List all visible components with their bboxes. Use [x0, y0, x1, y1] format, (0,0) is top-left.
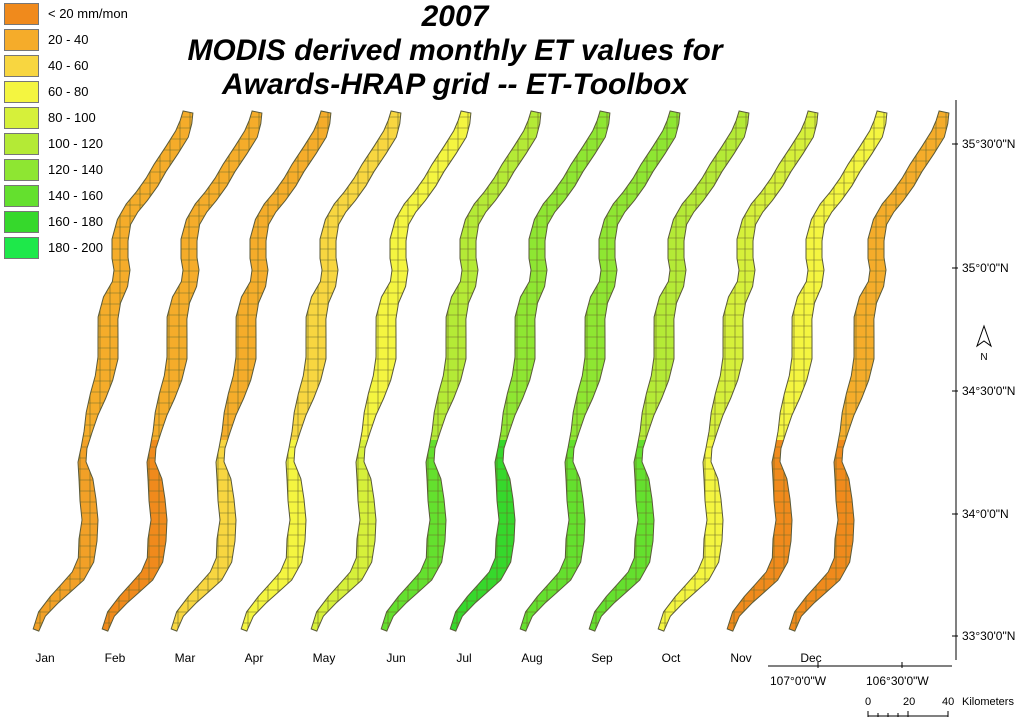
- corridor-fill: [789, 111, 949, 632]
- latitude-label: 34°30'0"N: [962, 384, 1016, 398]
- month-label-sep: Sep: [591, 651, 613, 665]
- corridor-fill: [727, 111, 887, 632]
- corridor-lower-reach: [727, 440, 804, 632]
- legend-label: 140 - 160: [48, 188, 103, 203]
- map-title-line-2: MODIS derived monthly ET values for: [187, 34, 723, 67]
- latitude-label: 33°30'0"N: [962, 629, 1016, 643]
- corridor-lower-reach: [589, 440, 666, 632]
- legend-swatch: [4, 185, 39, 207]
- month-label-aug: Aug: [521, 651, 543, 665]
- legend-label: 20 - 40: [48, 32, 89, 47]
- corridor-lower-reach: [381, 440, 458, 632]
- legend-swatch: [4, 29, 39, 51]
- legend-label: 160 - 180: [48, 214, 103, 229]
- legend-swatch: [4, 3, 39, 25]
- corridor-outline: [32, 110, 194, 632]
- month-label-jul: Jul: [456, 651, 472, 665]
- legend-label: 180 - 200: [48, 240, 103, 255]
- scale-bar: [867, 711, 949, 717]
- map-frame: [768, 100, 958, 668]
- month-label-nov: Nov: [730, 651, 752, 665]
- corridor-outline: [449, 110, 611, 632]
- corridor-lower-reach: [33, 440, 110, 632]
- scale-tick-label: 0: [865, 696, 872, 708]
- month-label-dec: Dec: [800, 651, 822, 665]
- map-title-year: 2007: [421, 0, 489, 33]
- corridor-outline: [788, 110, 950, 632]
- corridor-fill: [33, 111, 193, 632]
- month-label-jun: Jun: [386, 651, 406, 665]
- month-label-may: May: [312, 651, 336, 665]
- longitude-label: 106°30'0"W: [866, 674, 929, 688]
- legend-swatch: [4, 159, 39, 181]
- north-arrow: N: [976, 324, 992, 363]
- latitude-label: 34°0'0"N: [962, 507, 1009, 521]
- legend-label: 80 - 100: [48, 110, 96, 125]
- legend-swatch: [4, 55, 39, 77]
- month-label-jan: Jan: [35, 651, 55, 665]
- scale-units: Kilometers: [962, 696, 1014, 708]
- corridor-fill: [589, 111, 749, 632]
- corridor-outline: [310, 110, 472, 632]
- corridor-fill: [658, 111, 818, 632]
- month-label-oct: Oct: [661, 651, 681, 665]
- month-label-apr: Apr: [244, 651, 264, 665]
- corridor-lower-reach: [241, 440, 318, 632]
- corridor-lower-reach: [311, 440, 388, 632]
- legend-label: 40 - 60: [48, 58, 89, 73]
- corridor-outline: [101, 110, 263, 632]
- longitude-label: 107°0'0"W: [770, 674, 827, 688]
- corridor-outline: [588, 110, 750, 632]
- latitude-label: 35°0'0"N: [962, 261, 1009, 275]
- corridor-lower-reach: [520, 440, 597, 632]
- north-arrow-icon: [976, 324, 992, 348]
- corridor-lower-reach: [658, 440, 735, 632]
- legend-swatch: [4, 81, 39, 103]
- month-label-mar: Mar: [174, 651, 196, 665]
- corridor-fill: [102, 111, 262, 632]
- map-title-line-3: Awards-HRAP grid -- ET-Toolbox: [221, 68, 689, 101]
- month-label-feb: Feb: [104, 651, 126, 665]
- corridor-fill: [171, 111, 331, 632]
- corridor-outline: [170, 110, 332, 632]
- scale-tick-label: 20: [903, 696, 916, 708]
- legend-swatch: [4, 211, 39, 233]
- corridor-fill: [450, 111, 610, 632]
- north-label: N: [980, 352, 987, 363]
- scale-tick-label: 40: [942, 696, 955, 708]
- legend-swatch: [4, 133, 39, 155]
- legend-label: 120 - 140: [48, 162, 103, 177]
- legend-label: 100 - 120: [48, 136, 103, 151]
- monthly-corridors: [32, 110, 950, 632]
- legend-swatch: [4, 107, 39, 129]
- corridor-outline: [240, 110, 402, 632]
- legend-label: < 20 mm/mon: [48, 6, 128, 21]
- corridor-lower-reach: [450, 440, 527, 632]
- corridor-outline: [726, 110, 888, 632]
- corridor-lower-reach: [102, 440, 179, 632]
- corridor-lower-reach: [171, 440, 248, 632]
- legend-swatch: [4, 237, 39, 259]
- corridor-fill: [241, 111, 401, 632]
- latitude-label: 35°30'0"N: [962, 137, 1016, 151]
- corridor-fill: [520, 111, 680, 632]
- corridor-outline: [519, 110, 681, 632]
- corridor-fill: [381, 111, 541, 632]
- corridor-outline: [380, 110, 542, 632]
- corridor-outline: [657, 110, 819, 632]
- legend-label: 60 - 80: [48, 84, 89, 99]
- corridor-fill: [311, 111, 471, 632]
